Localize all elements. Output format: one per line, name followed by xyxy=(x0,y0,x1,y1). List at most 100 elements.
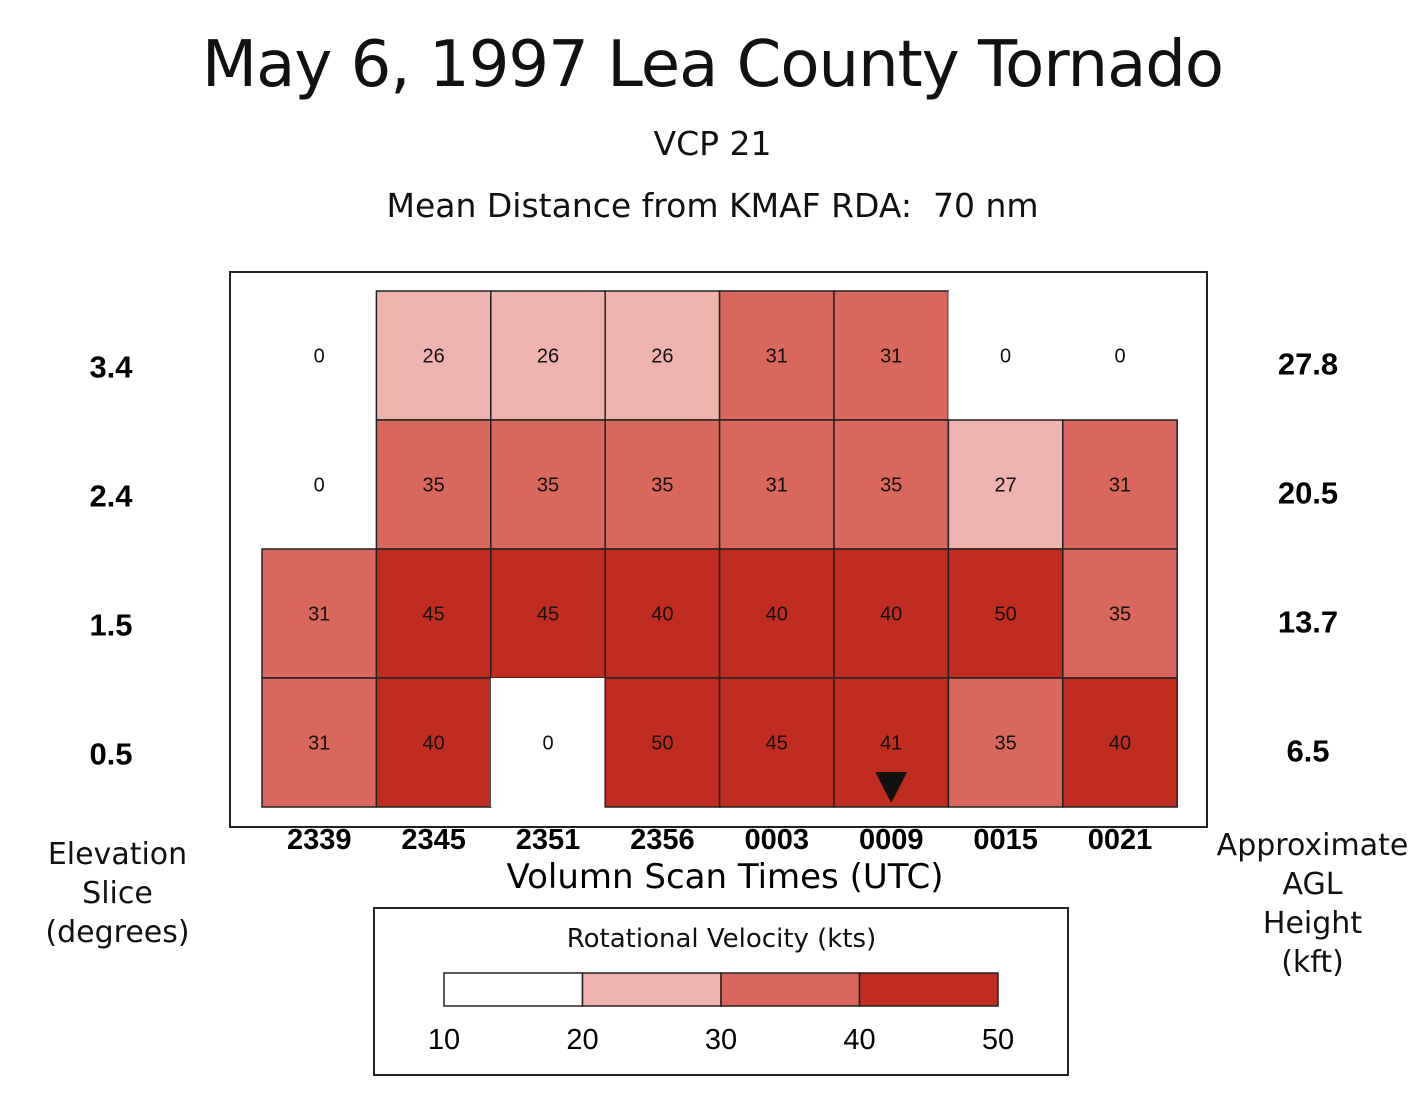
color-legend: 10 20 30 40 50 xyxy=(428,972,1014,1056)
cell-value-label: 31 xyxy=(1109,475,1131,497)
secondary-y-axis-title-line: Height xyxy=(1262,906,1363,941)
heatmap-cell xyxy=(833,290,950,421)
legend-tick-label: 10 xyxy=(428,1024,460,1056)
y-axis-title: Elevation Slice (degrees) xyxy=(30,835,205,952)
cell-value-label: 45 xyxy=(766,733,788,755)
heatmap-cell xyxy=(947,677,1064,808)
heatmap-cell xyxy=(375,677,492,808)
heatmap-cell xyxy=(490,678,606,807)
secondary-y-axis-title-line: AGL xyxy=(1282,867,1343,902)
y-tick-label: 0.5 xyxy=(89,737,132,772)
cell-value-label: 35 xyxy=(994,733,1016,755)
x-tick-label: 0015 xyxy=(973,824,1038,856)
secondary-y-axis-title-line: Approximate xyxy=(1216,828,1409,863)
x-tick-labels: 2339 2345 2351 2356 0003 0009 0015 0021 xyxy=(287,824,1152,856)
cell-value-label: 31 xyxy=(308,604,330,626)
cell-value-label: 40 xyxy=(422,733,444,755)
heatmap-cell xyxy=(718,290,835,421)
cell-value-label: 35 xyxy=(422,475,444,497)
legend-swatch xyxy=(720,972,861,1007)
heatmap-cell xyxy=(718,677,835,808)
heatmap-cell xyxy=(947,419,1064,550)
heatmap-cell xyxy=(375,419,492,550)
heatmap-cell xyxy=(375,548,492,679)
cell-value-label: 40 xyxy=(766,604,788,626)
heatmap-cell xyxy=(261,548,378,679)
cell-value-label: 35 xyxy=(651,475,673,497)
cell-value-label: 31 xyxy=(308,733,330,755)
legend-swatch xyxy=(443,972,584,1007)
heatmap-cell xyxy=(1062,548,1178,679)
cell-value-label: 35 xyxy=(1109,604,1131,626)
y-tick-label: 3.4 xyxy=(89,350,133,385)
heatmap-cell xyxy=(262,420,377,549)
cell-value-label: 35 xyxy=(537,475,559,497)
cell-value-label: 0 xyxy=(314,475,325,497)
cell-value-label: 26 xyxy=(537,346,559,368)
heatmap-cell xyxy=(833,548,950,679)
heatmap-cell xyxy=(833,419,950,550)
legend-tick-label: 40 xyxy=(843,1024,875,1056)
heatmap-cell xyxy=(604,677,721,808)
legend-tick-label: 50 xyxy=(982,1024,1014,1056)
x-axis-title: Volumn Scan Times (UTC) xyxy=(506,857,943,897)
cell-value-label: 0 xyxy=(314,346,325,368)
secondary-y-tick-label: 20.5 xyxy=(1278,476,1338,511)
cell-value-label: 41 xyxy=(880,733,902,755)
y-axis-title-line: (degrees) xyxy=(45,915,190,950)
cell-value-label: 0 xyxy=(542,733,553,755)
cell-value-label: 40 xyxy=(651,604,673,626)
secondary-y-tick-label: 27.8 xyxy=(1278,347,1338,382)
cell-value-label: 40 xyxy=(1109,733,1131,755)
x-tick-label: 2339 xyxy=(287,824,352,856)
legend-swatch xyxy=(858,972,999,1007)
heatmap-cell xyxy=(718,419,835,550)
x-tick-label: 2345 xyxy=(401,824,466,856)
plot-frame xyxy=(229,271,1208,828)
heatmap-cell xyxy=(604,548,721,679)
heatmap-cell xyxy=(1062,291,1178,420)
secondary-y-tick-label: 13.7 xyxy=(1278,605,1338,640)
legend-tick-label: 20 xyxy=(566,1024,598,1056)
heatmap-cells: 0 26 26 26 31 31 0 0 0 35 35 35 31 35 27 31 31 45 45 40 40 40… xyxy=(261,290,1178,808)
heatmap-cell xyxy=(718,548,835,679)
secondary-y-tick-labels: 27.8 20.5 13.7 6.5 xyxy=(1278,347,1338,769)
cell-value-label: 0 xyxy=(1000,346,1011,368)
cell-value-label: 31 xyxy=(766,475,788,497)
x-tick-label: 0021 xyxy=(1088,824,1153,856)
legend-frame xyxy=(373,907,1069,1076)
x-tick-label: 2351 xyxy=(516,824,581,856)
x-tick-label: 0003 xyxy=(745,824,810,856)
legend-swatch xyxy=(581,972,722,1007)
secondary-y-axis-title-line: (kft) xyxy=(1281,945,1344,980)
y-tick-labels: 3.4 2.4 1.5 0.5 xyxy=(89,350,133,772)
heatmap-cell xyxy=(490,548,606,679)
cell-value-label: 50 xyxy=(994,604,1016,626)
cell-value-label: 26 xyxy=(422,346,444,368)
y-tick-label: 2.4 xyxy=(89,479,133,514)
secondary-y-tick-label: 6.5 xyxy=(1286,734,1329,769)
cell-value-label: 45 xyxy=(422,604,444,626)
cell-value-label: 26 xyxy=(651,346,673,368)
tornado-marker-triangle xyxy=(875,772,908,803)
y-axis-title-line: Elevation xyxy=(47,837,188,872)
legend-tick-label: 30 xyxy=(705,1024,737,1056)
heatmap-cell xyxy=(490,290,606,421)
cell-value-label: 31 xyxy=(766,346,788,368)
cell-value-label: 27 xyxy=(994,475,1016,497)
y-axis-title-line: Slice xyxy=(82,876,153,911)
x-tick-label: 2356 xyxy=(630,824,695,856)
cell-value-label: 35 xyxy=(880,475,902,497)
cell-value-label: 50 xyxy=(651,733,673,755)
chart-subtitle: VCP 21 xyxy=(653,124,772,163)
cell-value-label: 40 xyxy=(880,604,902,626)
heatmap-cell xyxy=(1062,419,1178,550)
chart-distance-note: Mean Distance from KMAF RDA: 70 nm xyxy=(386,186,1039,225)
heatmap-cell xyxy=(1062,677,1178,808)
heatmap-cell xyxy=(604,419,721,550)
legend-title: Rotational Velocity (kts) xyxy=(566,924,877,954)
cell-value-label: 0 xyxy=(1114,346,1125,368)
secondary-y-axis-title: Approximate AGL Height (kft) xyxy=(1205,826,1420,982)
chart-title: May 6, 1997 Lea County Tornado xyxy=(201,28,1224,102)
